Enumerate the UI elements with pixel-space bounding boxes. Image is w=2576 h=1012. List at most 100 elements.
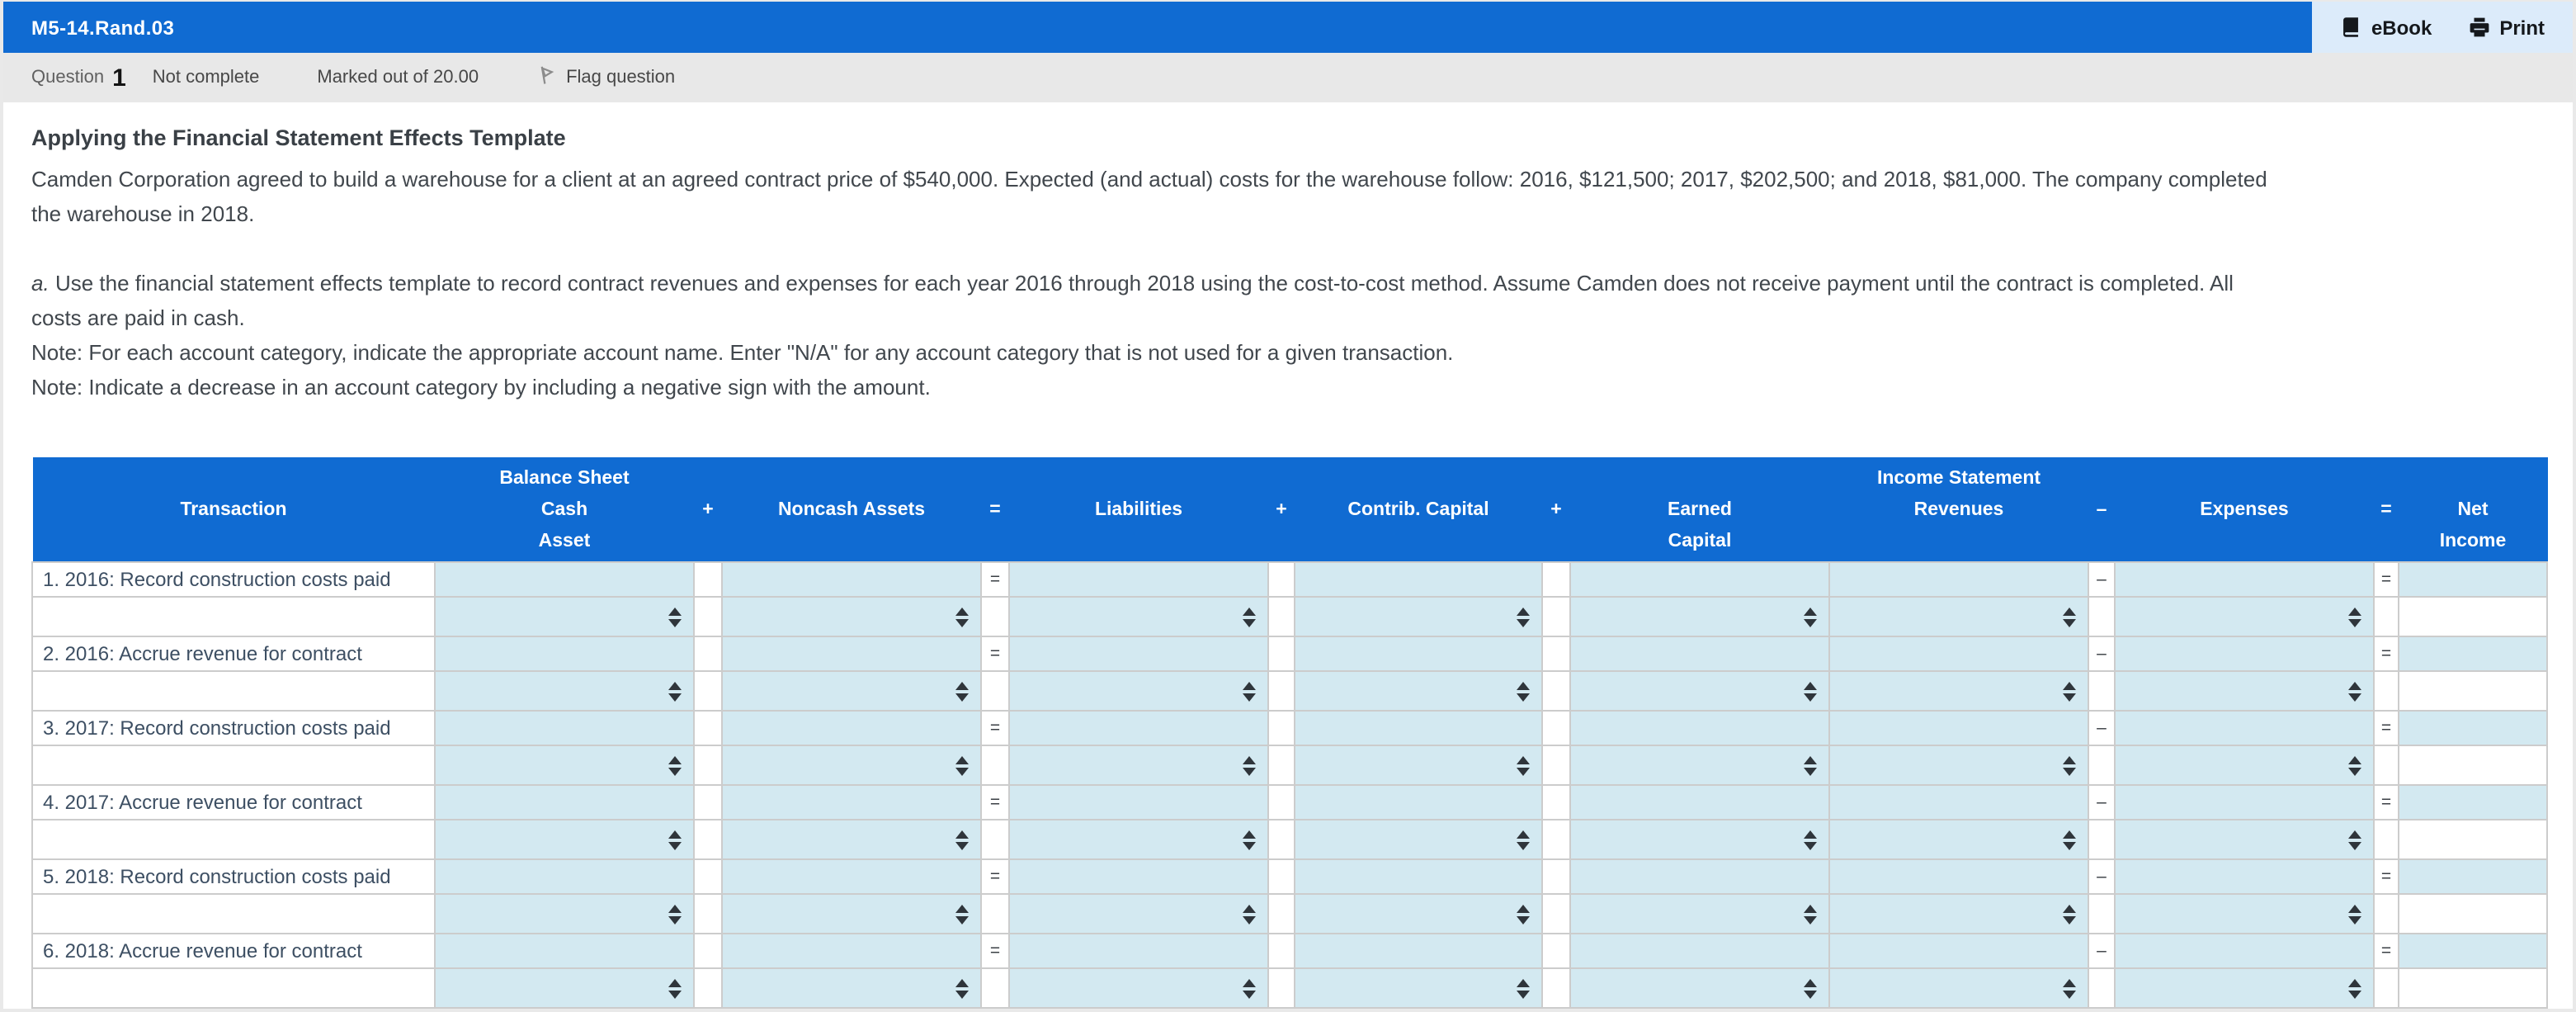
noncash-account-select[interactable] — [724, 747, 979, 783]
expenses-amount-input[interactable] — [2116, 935, 2372, 967]
revenues-account-select[interactable] — [1831, 747, 2087, 783]
liabilities-amount-input[interactable] — [1011, 861, 1267, 892]
cash-account-select[interactable] — [436, 598, 692, 635]
expenses-account-select[interactable] — [2116, 896, 2372, 932]
contrib-account-select[interactable] — [1296, 747, 1540, 783]
noncash-account-select[interactable] — [724, 598, 979, 635]
liabilities-account-select[interactable] — [1011, 896, 1267, 932]
revenues-amount-input[interactable] — [1831, 712, 2087, 744]
earned-account-select[interactable] — [1572, 896, 1828, 932]
earned-account-select[interactable] — [1572, 747, 1828, 783]
contrib-amount-input[interactable] — [1296, 935, 1540, 967]
expenses-account-select[interactable] — [2116, 970, 2372, 1006]
earned-account-select[interactable] — [1572, 821, 1828, 858]
cash-account-select[interactable] — [436, 970, 692, 1006]
cash-amount-input[interactable] — [436, 861, 692, 892]
net-amount-input[interactable] — [2400, 935, 2545, 967]
cash-account-select[interactable] — [436, 673, 692, 709]
liabilities-amount-input[interactable] — [1011, 787, 1267, 818]
contrib-amount-input[interactable] — [1296, 564, 1540, 595]
earned-amount-input[interactable] — [1572, 861, 1828, 892]
marked-text: Marked out of 20.00 — [317, 68, 479, 87]
expenses-account-select[interactable] — [2116, 673, 2372, 709]
revenues-amount-input[interactable] — [1831, 861, 2087, 892]
revenues-amount-input[interactable] — [1831, 935, 2087, 967]
contrib-account-select[interactable] — [1296, 673, 1540, 709]
net-amount-input[interactable] — [2400, 712, 2545, 744]
revenues-account-select[interactable] — [1831, 821, 2087, 858]
noncash-amount-input[interactable] — [724, 564, 979, 595]
noncash-amount-input[interactable] — [724, 712, 979, 744]
revenues-account-select[interactable] — [1831, 970, 2087, 1006]
liabilities-account-select[interactable] — [1011, 673, 1267, 709]
equals-sign: = — [2373, 710, 2399, 746]
cash-amount-input[interactable] — [436, 935, 692, 967]
revenues-account-select[interactable] — [1831, 896, 2087, 932]
earned-amount-input[interactable] — [1572, 712, 1828, 744]
earned-amount-input[interactable] — [1572, 935, 1828, 967]
earned-amount-input[interactable] — [1572, 564, 1828, 595]
earned-account-select[interactable] — [1572, 970, 1828, 1006]
expenses-account-select[interactable] — [2116, 598, 2372, 635]
contrib-amount-input[interactable] — [1296, 712, 1540, 744]
expenses-amount-input[interactable] — [2116, 712, 2372, 744]
cash-amount-input[interactable] — [436, 787, 692, 818]
liabilities-amount-input[interactable] — [1011, 935, 1267, 967]
contrib-amount-input[interactable] — [1296, 861, 1540, 892]
cash-account-select[interactable] — [436, 747, 692, 783]
net-amount-input[interactable] — [2400, 861, 2545, 892]
liabilities-account-select[interactable] — [1011, 970, 1267, 1006]
earned-account-select[interactable] — [1572, 598, 1828, 635]
cash-amount-input[interactable] — [436, 638, 692, 669]
revenues-amount-input[interactable] — [1831, 787, 2087, 818]
expenses-account-select[interactable] — [2116, 747, 2372, 783]
cash-account-select[interactable] — [436, 821, 692, 858]
earned-amount-input[interactable] — [1572, 638, 1828, 669]
net-amount-input[interactable] — [2400, 787, 2545, 818]
transaction-label-empty — [31, 596, 436, 637]
status-text: Not complete — [152, 68, 260, 87]
ebook-button[interactable]: eBook — [2340, 16, 2432, 39]
expenses-amount-input[interactable] — [2116, 564, 2372, 595]
earned-account-select[interactable] — [1572, 673, 1828, 709]
noncash-account-select[interactable] — [724, 821, 979, 858]
noncash-account-select[interactable] — [724, 896, 979, 932]
net-amount-input[interactable] — [2400, 638, 2545, 669]
print-button[interactable]: Print — [2468, 16, 2545, 39]
revenues-account-select[interactable] — [1831, 673, 2087, 709]
separator-cell — [1541, 967, 1571, 1009]
expenses-amount-input[interactable] — [2116, 861, 2372, 892]
revenues-amount-input[interactable] — [1831, 638, 2087, 669]
liabilities-amount-cell — [1008, 858, 1269, 895]
contrib-amount-input[interactable] — [1296, 787, 1540, 818]
liabilities-account-select[interactable] — [1011, 747, 1267, 783]
contrib-account-select[interactable] — [1296, 821, 1540, 858]
noncash-account-select[interactable] — [724, 970, 979, 1006]
noncash-amount-input[interactable] — [724, 638, 979, 669]
cash-amount-input[interactable] — [436, 712, 692, 744]
cash-account-select[interactable] — [436, 896, 692, 932]
net-amount-input[interactable] — [2400, 564, 2545, 595]
liabilities-account-select[interactable] — [1011, 598, 1267, 635]
contrib-account-select[interactable] — [1296, 598, 1540, 635]
earned-amount-input[interactable] — [1572, 787, 1828, 818]
expenses-account-select[interactable] — [2116, 821, 2372, 858]
noncash-amount-input[interactable] — [724, 787, 979, 818]
contrib-account-select[interactable] — [1296, 970, 1540, 1006]
expenses-amount-input[interactable] — [2116, 638, 2372, 669]
noncash-account-select[interactable] — [724, 673, 979, 709]
liabilities-amount-input[interactable] — [1011, 712, 1267, 744]
revenues-account-select[interactable] — [1831, 598, 2087, 635]
liabilities-amount-input[interactable] — [1011, 638, 1267, 669]
flag-question-button[interactable]: Flag question — [536, 64, 675, 91]
cash-amount-input[interactable] — [436, 564, 692, 595]
expenses-amount-input[interactable] — [2116, 787, 2372, 818]
liabilities-account-select[interactable] — [1011, 821, 1267, 858]
noncash-amount-input[interactable] — [724, 861, 979, 892]
liabilities-amount-input[interactable] — [1011, 564, 1267, 595]
revenues-amount-input[interactable] — [1831, 564, 2087, 595]
transaction-label-empty — [31, 893, 436, 934]
contrib-account-select[interactable] — [1296, 896, 1540, 932]
noncash-amount-input[interactable] — [724, 935, 979, 967]
contrib-amount-input[interactable] — [1296, 638, 1540, 669]
